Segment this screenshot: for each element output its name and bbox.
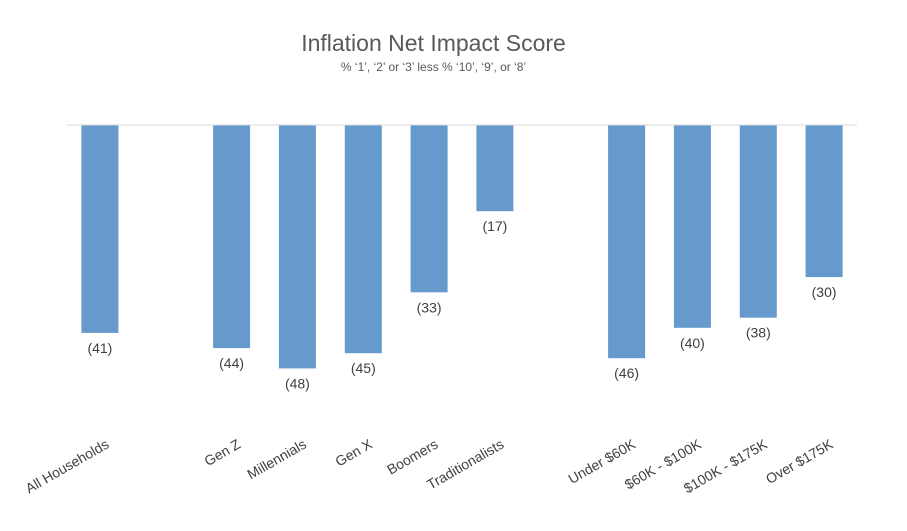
category-label: Boomers: [384, 436, 441, 478]
data-label: (45): [351, 360, 376, 376]
data-label: (41): [87, 340, 112, 356]
chart-subtitle: % ‘1’, ‘2’ or ‘3’ less % ‘10’, ‘9’, or ‘…: [340, 60, 527, 74]
bar: [278, 125, 316, 369]
category-labels-layer: All Households Gen Z Millennials Gen X Boome…: [23, 435, 837, 496]
category-label: Gen Z: [201, 436, 243, 470]
bar: [410, 125, 448, 293]
category-label: Gen X: [332, 435, 375, 469]
bar: [673, 125, 711, 328]
bar: [805, 125, 843, 278]
category-label: Over $175K: [763, 435, 836, 487]
data-label: (40): [680, 335, 705, 351]
chart-title: Inflation Net Impact Score: [301, 30, 566, 56]
bar: [213, 125, 251, 349]
data-label: (30): [812, 284, 837, 300]
bars-layer: [81, 125, 843, 369]
data-label: (38): [746, 325, 771, 341]
data-label: (17): [482, 218, 507, 234]
bar: [608, 125, 646, 359]
data-label: (33): [417, 299, 442, 315]
data-label: (46): [614, 365, 639, 381]
category-label: Millennials: [244, 436, 309, 483]
bar: [81, 125, 119, 333]
bar: [476, 125, 514, 212]
data-label: (44): [219, 355, 244, 371]
category-label: All Households: [23, 436, 112, 497]
data-label: (48): [285, 375, 310, 391]
bar: [344, 125, 382, 354]
bar: [739, 125, 777, 318]
data-labels-layer: (41) (44) (48) (45) (33) (17) (46) (40) (38) (30): [87, 218, 836, 391]
